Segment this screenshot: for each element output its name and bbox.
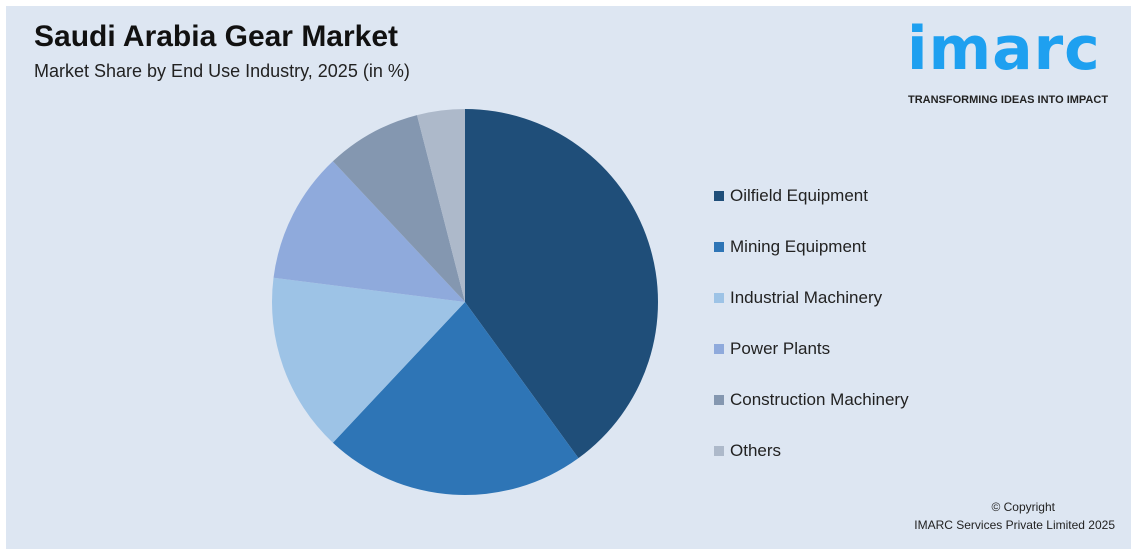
legend: Oilfield Equipment Mining Equipment Indust…: [714, 170, 909, 476]
chart-title: Saudi Arabia Gear Market: [34, 20, 399, 53]
copyright: © Copyright IMARC Services Private Limit…: [914, 498, 1115, 534]
legend-swatch: [714, 292, 724, 303]
pie-slice-power-plants: [273, 161, 465, 302]
pie-slice-others: [417, 109, 465, 302]
logo-wordmark: imarc: [907, 14, 1101, 84]
legend-item: Others: [714, 425, 909, 476]
pie-slice-oilfield-equipment: [465, 109, 658, 459]
legend-label: Mining Equipment: [730, 236, 867, 256]
pie-slice-industrial-machinery: [271, 277, 465, 443]
legend-label: Industrial Machinery: [730, 287, 883, 307]
copyright-line1: © Copyright: [991, 500, 1055, 514]
legend-label: Others: [730, 440, 782, 460]
legend-swatch: [714, 343, 724, 354]
legend-item: Mining Equipment: [714, 221, 909, 272]
pie-slice-construction-machinery: [332, 115, 465, 303]
legend-swatch: [714, 241, 724, 252]
legend-item: Oilfield Equipment: [714, 170, 909, 221]
legend-label: Construction Machinery: [730, 389, 909, 409]
legend-swatch: [714, 190, 724, 201]
imarc-logo: imarc TRANSFORMING IDEAS INTO IMPACT: [905, 14, 1125, 110]
logo-tagline: TRANSFORMING IDEAS INTO IMPACT: [908, 94, 1109, 106]
legend-swatch: [714, 445, 724, 456]
legend-label: Oilfield Equipment: [730, 185, 868, 205]
chart-subtitle: Market Share by End Use Industry, 2025 (…: [34, 61, 410, 81]
legend-item: Industrial Machinery: [714, 272, 909, 323]
legend-item: Power Plants: [714, 323, 909, 374]
legend-item: Construction Machinery: [714, 374, 909, 425]
copyright-line2: IMARC Services Private Limited 2025: [914, 518, 1115, 532]
pie-slice-mining-equipment: [332, 302, 579, 495]
legend-label: Power Plants: [730, 338, 831, 358]
legend-swatch: [714, 394, 724, 405]
